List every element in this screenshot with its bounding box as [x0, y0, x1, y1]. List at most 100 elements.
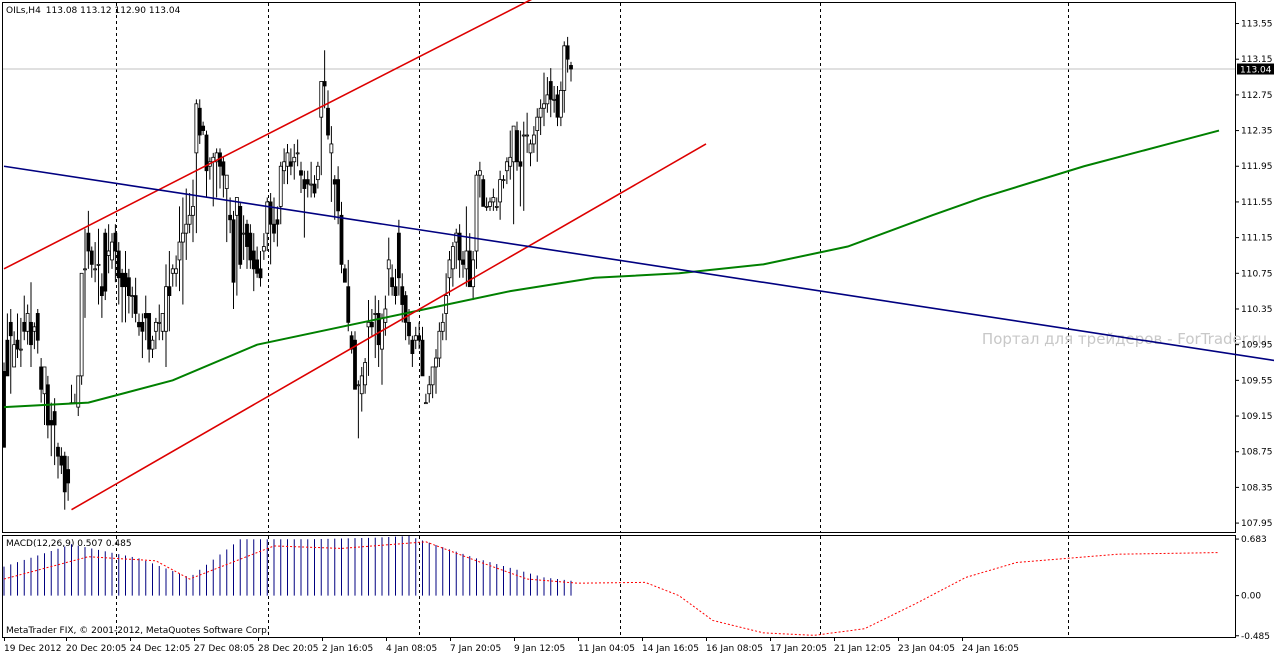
candle — [309, 161, 314, 198]
candle — [302, 170, 307, 238]
candle — [228, 197, 233, 234]
candle — [440, 313, 445, 341]
candle — [305, 170, 310, 198]
price-tick-label: 111.95 — [1241, 162, 1273, 172]
candle — [278, 161, 283, 225]
candle — [427, 375, 432, 403]
candle — [56, 442, 60, 479]
candle — [177, 206, 182, 292]
candle — [380, 313, 384, 385]
price-tick-label: 113.15 — [1241, 55, 1273, 65]
candle — [251, 233, 256, 292]
candle — [501, 175, 506, 189]
time-tick-label: 16 Jan 08:05 — [706, 644, 763, 654]
candle — [76, 375, 81, 417]
price-tick-label: 108.75 — [1241, 448, 1273, 458]
candle — [99, 273, 104, 318]
candle — [542, 72, 546, 127]
candle — [464, 206, 469, 287]
candle — [531, 126, 536, 153]
candle — [255, 246, 260, 278]
candle — [457, 224, 462, 278]
price-axis: 113.55 113.15 112.75 112.35 111.95 111.55 111.… — [1235, 20, 1273, 529]
candle — [319, 81, 324, 176]
candle — [461, 250, 465, 278]
candle — [49, 402, 54, 457]
candle — [369, 308, 374, 336]
candle — [518, 130, 523, 207]
candle — [241, 215, 246, 260]
candle — [508, 130, 513, 180]
candle — [386, 237, 391, 296]
candle — [137, 313, 141, 336]
candle — [363, 358, 368, 394]
price-tick-label: 111.55 — [1241, 198, 1273, 208]
candle — [89, 246, 94, 278]
time-tick-label: 19 Dec 2012 — [4, 644, 62, 654]
candle — [437, 322, 442, 367]
candle — [420, 326, 425, 377]
candlestick-series — [2, 36, 573, 510]
candle — [238, 201, 243, 269]
candle — [79, 272, 84, 385]
candle — [191, 179, 195, 243]
price-tick-label: 110.75 — [1241, 269, 1273, 279]
candle — [29, 282, 33, 367]
trendline — [71, 143, 707, 511]
candle — [562, 41, 567, 113]
candle — [153, 317, 158, 350]
candle — [498, 170, 503, 220]
candle — [231, 210, 236, 309]
trendlines — [3, 0, 1274, 511]
candle — [18, 317, 23, 367]
candle — [285, 143, 290, 185]
candle — [167, 250, 172, 332]
candle — [103, 228, 108, 301]
candle — [268, 193, 273, 265]
candle — [96, 228, 101, 305]
macd-tick-label: -0.485 — [1241, 632, 1270, 642]
candle — [265, 197, 270, 251]
candle — [477, 161, 482, 198]
time-tick-label: 11 Jan 04:05 — [578, 644, 635, 654]
candle — [197, 99, 202, 144]
candle — [292, 143, 297, 180]
candle — [555, 85, 560, 127]
current-price-label: 113.04 — [1237, 63, 1274, 76]
macd-signal-line — [3, 541, 1220, 636]
price-tick-label: 107.95 — [1241, 519, 1273, 529]
candle — [180, 197, 185, 305]
time-tick-label: 21 Jan 12:05 — [834, 644, 891, 654]
macd-label: MACD(12,26,9) 0.507 0.485 — [6, 539, 132, 549]
candle — [15, 313, 20, 359]
candle — [565, 36, 570, 73]
candle — [32, 322, 37, 350]
candle — [272, 197, 276, 243]
candle — [444, 273, 449, 341]
candle — [299, 161, 303, 194]
time-tick-label: 28 Dec 20:05 — [258, 644, 319, 654]
candle — [174, 255, 179, 287]
candle — [339, 201, 344, 274]
candle — [140, 313, 145, 359]
candle — [535, 108, 540, 162]
candle — [488, 197, 492, 211]
candle — [113, 224, 118, 283]
candle — [288, 148, 293, 176]
candle — [373, 295, 378, 359]
candle — [528, 139, 533, 167]
candle — [342, 264, 347, 283]
candle — [494, 197, 499, 211]
candle — [521, 121, 526, 211]
price-tick-label: 112.35 — [1241, 127, 1273, 137]
candle — [353, 331, 357, 390]
price-tick-label: 109.15 — [1241, 412, 1273, 422]
candle — [447, 250, 452, 296]
svg-text:113.04: 113.04 — [1240, 66, 1272, 76]
price-pane-frame — [2, 2, 1236, 533]
candle — [295, 139, 300, 167]
candle — [194, 99, 199, 234]
macd-axis: 0.683 0.00 -0.485 — [1235, 535, 1270, 642]
candle — [106, 224, 111, 274]
macd-pane-frame — [2, 535, 1236, 638]
